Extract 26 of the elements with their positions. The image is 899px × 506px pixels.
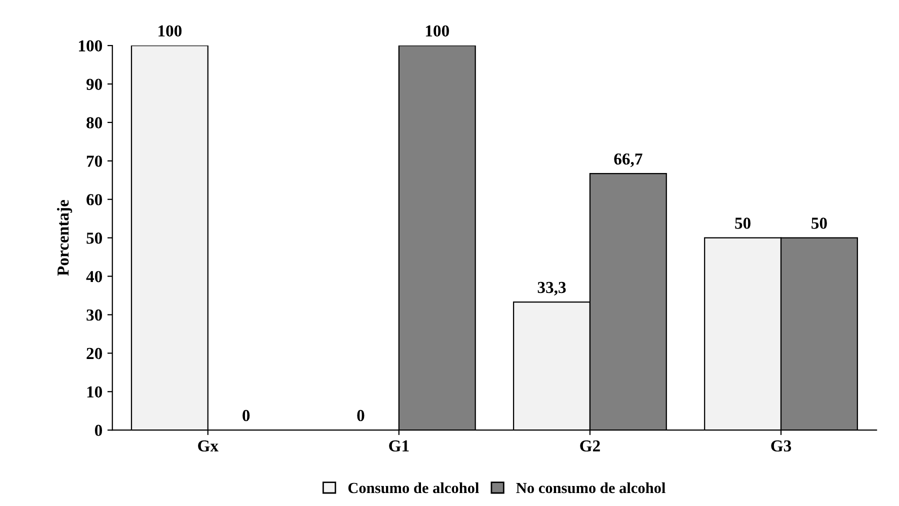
x-tick-label: G2: [580, 440, 600, 452]
y-tick-label: 20: [86, 348, 102, 360]
x-tick-label: G3: [771, 440, 792, 452]
y-tick-label: 60: [86, 194, 102, 206]
y-tick-label: 10: [87, 386, 102, 398]
y-tick-label: 40: [86, 270, 102, 282]
data-label: 100: [426, 25, 450, 37]
data-label: 50: [812, 218, 827, 229]
y-axis-title: Porcentaje: [56, 200, 72, 276]
y-tick-label: 80: [86, 117, 102, 128]
y-tick-label: 100: [78, 40, 102, 52]
x-tick-label: Gx: [198, 440, 218, 452]
y-tick-label: 90: [86, 78, 102, 90]
data-label: 100: [158, 25, 182, 37]
y-tick-label: 50: [86, 232, 102, 244]
x-tick-label: G1: [389, 440, 409, 452]
data-label: 0: [357, 410, 364, 422]
legend-label: Consumo de alcohol: [348, 482, 479, 494]
y-tick-label: 30: [86, 309, 102, 321]
data-label: 33,3: [538, 282, 566, 296]
y-tick-label: 0: [94, 424, 102, 436]
y-tick-label: 70: [86, 156, 102, 167]
legend-label: No consumo de alcohol: [516, 482, 666, 494]
data-label: 50: [735, 218, 750, 229]
data-label: 0: [242, 410, 250, 422]
data-label: 66,7: [614, 153, 642, 168]
